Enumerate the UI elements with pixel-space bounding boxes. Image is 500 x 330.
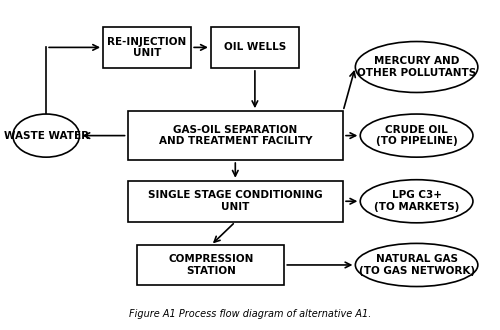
Ellipse shape <box>13 114 80 157</box>
Text: COMPRESSION
STATION: COMPRESSION STATION <box>168 254 254 276</box>
Bar <box>103 27 191 68</box>
Text: OIL WELLS: OIL WELLS <box>224 42 286 52</box>
Text: MERCURY AND
OTHER POLLUTANTS: MERCURY AND OTHER POLLUTANTS <box>357 56 476 78</box>
Ellipse shape <box>356 244 478 286</box>
Bar <box>128 181 343 222</box>
Ellipse shape <box>360 114 473 157</box>
Bar <box>138 246 284 284</box>
Bar <box>128 111 343 160</box>
Text: RE-INJECTION
UNIT: RE-INJECTION UNIT <box>108 37 186 58</box>
Text: NATURAL GAS
(TO GAS NETWORK): NATURAL GAS (TO GAS NETWORK) <box>358 254 474 276</box>
Text: CRUDE OIL
(TO PIPELINE): CRUDE OIL (TO PIPELINE) <box>376 125 458 147</box>
Text: GAS-OIL SEPARATION
AND TREATMENT FACILITY: GAS-OIL SEPARATION AND TREATMENT FACILIT… <box>158 125 312 147</box>
Ellipse shape <box>356 42 478 92</box>
Text: SINGLE STAGE CONDITIONING
UNIT: SINGLE STAGE CONDITIONING UNIT <box>148 190 322 212</box>
Bar <box>211 27 299 68</box>
Ellipse shape <box>360 180 473 223</box>
Text: LPG C3+
(TO MARKETS): LPG C3+ (TO MARKETS) <box>374 190 460 212</box>
Text: WASTE WATER: WASTE WATER <box>4 131 88 141</box>
Text: Figure A1 Process flow diagram of alternative A1.: Figure A1 Process flow diagram of altern… <box>129 309 371 319</box>
